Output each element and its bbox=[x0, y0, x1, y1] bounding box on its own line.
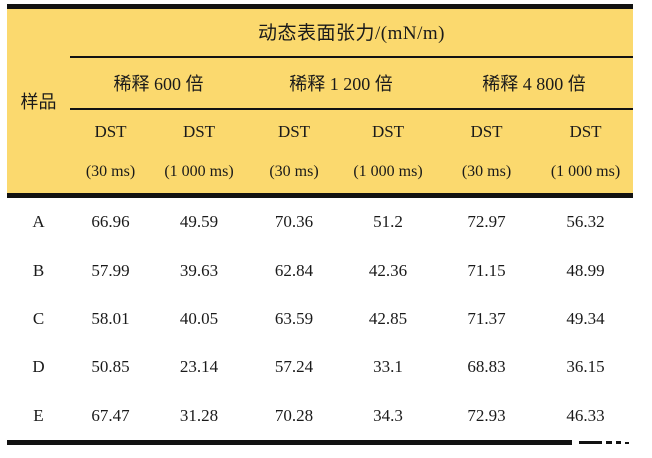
table-top-rule bbox=[7, 4, 633, 9]
data-cell: 40.05 bbox=[179, 308, 219, 328]
data-cell: 49.34 bbox=[566, 308, 605, 328]
title-divider-rule bbox=[70, 56, 633, 58]
data-cell: 34.3 bbox=[373, 405, 403, 425]
data-cell: 72.93 bbox=[467, 405, 506, 425]
sample-cell: E bbox=[33, 405, 44, 425]
data-cell: 70.28 bbox=[274, 405, 314, 425]
dst-header-cell: DST (30 ms) bbox=[435, 110, 538, 193]
data-cell: 70.36 bbox=[274, 212, 314, 232]
table-bottom-rule bbox=[7, 439, 633, 445]
data-cell: 23.14 bbox=[179, 357, 219, 377]
dst-header-cell: DST (30 ms) bbox=[247, 110, 341, 193]
data-cell: 71.15 bbox=[467, 260, 506, 280]
bottom-rule-dash bbox=[616, 440, 621, 444]
bottom-rule-dash bbox=[625, 441, 629, 444]
table-row: D 50.85 23.14 57.24 33.1 68.83 36.15 bbox=[7, 343, 633, 391]
data-cell: 57.99 bbox=[91, 260, 130, 280]
dst-header-cell: DST (1 000 ms) bbox=[538, 110, 633, 193]
table-row: C 58.01 40.05 63.59 42.85 71.37 49.34 bbox=[7, 295, 633, 343]
dst-time-label: (1 000 ms) bbox=[550, 163, 621, 180]
data-cell: 71.37 bbox=[467, 308, 506, 328]
data-cell: 66.96 bbox=[91, 212, 130, 232]
data-cell: 36.15 bbox=[566, 357, 605, 377]
table-row: B 57.99 39.63 62.84 42.36 71.15 48.99 bbox=[7, 246, 633, 294]
bottom-rule-dash bbox=[579, 440, 602, 444]
dst-time-label: (1 000 ms) bbox=[164, 163, 234, 180]
bottom-rule-solid-segment bbox=[7, 439, 572, 445]
dilution-header-600: 稀释 600 倍 bbox=[113, 74, 204, 94]
dilution-divider-rule bbox=[70, 108, 633, 110]
data-cell: 39.63 bbox=[179, 260, 219, 280]
dst-time-label: (30 ms) bbox=[461, 163, 512, 180]
dst-label: DST bbox=[182, 122, 216, 141]
sample-cell: B bbox=[32, 260, 45, 280]
data-cell: 46.33 bbox=[566, 405, 605, 425]
sample-column-header: 样品 bbox=[20, 92, 57, 112]
dst-label: DST bbox=[94, 122, 127, 141]
dst-label: DST bbox=[277, 122, 311, 141]
dilution-header-4800: 稀释 4 800 倍 bbox=[482, 74, 586, 94]
dst-time-label: (1 000 ms) bbox=[353, 163, 423, 180]
dst-header-row: DST (30 ms) DST (1 000 ms) DST (30 ms) D… bbox=[70, 110, 633, 193]
sample-cell: A bbox=[32, 212, 45, 232]
dst-header-cell: DST (1 000 ms) bbox=[151, 110, 247, 193]
sample-cell: D bbox=[32, 357, 45, 377]
table-row: A 66.96 49.59 70.36 51.2 72.97 56.32 bbox=[7, 198, 633, 246]
table-title: 动态表面张力/(mN/m) bbox=[258, 23, 445, 44]
data-cell: 42.85 bbox=[368, 308, 408, 328]
table-header: 样品 动态表面张力/(mN/m) 稀释 600 倍 稀释 1 200 倍 稀释 … bbox=[7, 9, 633, 193]
data-cell: 48.99 bbox=[566, 260, 605, 280]
data-cell: 57.24 bbox=[274, 357, 314, 377]
data-cell: 58.01 bbox=[91, 308, 130, 328]
dst-label: DST bbox=[470, 122, 503, 141]
data-cell: 51.2 bbox=[373, 212, 403, 232]
surface-tension-table: 样品 动态表面张力/(mN/m) 稀释 600 倍 稀释 1 200 倍 稀释 … bbox=[7, 4, 633, 445]
dst-label: DST bbox=[371, 122, 405, 141]
dst-time-label: (30 ms) bbox=[85, 163, 136, 180]
data-cell: 72.97 bbox=[467, 212, 506, 232]
sample-cell: C bbox=[32, 308, 45, 328]
data-cell: 49.59 bbox=[179, 212, 219, 232]
data-cell: 62.84 bbox=[274, 260, 314, 280]
dst-time-label: (30 ms) bbox=[269, 163, 319, 180]
dilution-header-row: 稀释 600 倍 稀释 1 200 倍 稀释 4 800 倍 bbox=[70, 58, 633, 108]
data-cell: 33.1 bbox=[373, 357, 403, 377]
header-body-rule bbox=[7, 193, 633, 198]
dst-header-cell: DST (30 ms) bbox=[70, 110, 151, 193]
data-cell: 56.32 bbox=[566, 212, 605, 232]
header-right-block: 动态表面张力/(mN/m) 稀释 600 倍 稀释 1 200 倍 稀释 4 8… bbox=[70, 9, 633, 193]
dilution-header-1200: 稀释 1 200 倍 bbox=[289, 74, 393, 94]
dst-label: DST bbox=[569, 122, 602, 141]
data-cell: 31.28 bbox=[179, 405, 219, 425]
dst-header-cell: DST (1 000 ms) bbox=[341, 110, 435, 193]
table-row: E 67.47 31.28 70.28 34.3 72.93 46.33 bbox=[7, 392, 633, 440]
data-cell: 68.83 bbox=[467, 357, 506, 377]
table-body: A 66.96 49.59 70.36 51.2 72.97 56.32 B 5… bbox=[7, 198, 633, 440]
data-cell: 42.36 bbox=[368, 260, 408, 280]
data-cell: 50.85 bbox=[91, 357, 130, 377]
data-cell: 67.47 bbox=[91, 405, 130, 425]
data-cell: 63.59 bbox=[274, 308, 314, 328]
bottom-rule-dash bbox=[606, 440, 612, 444]
